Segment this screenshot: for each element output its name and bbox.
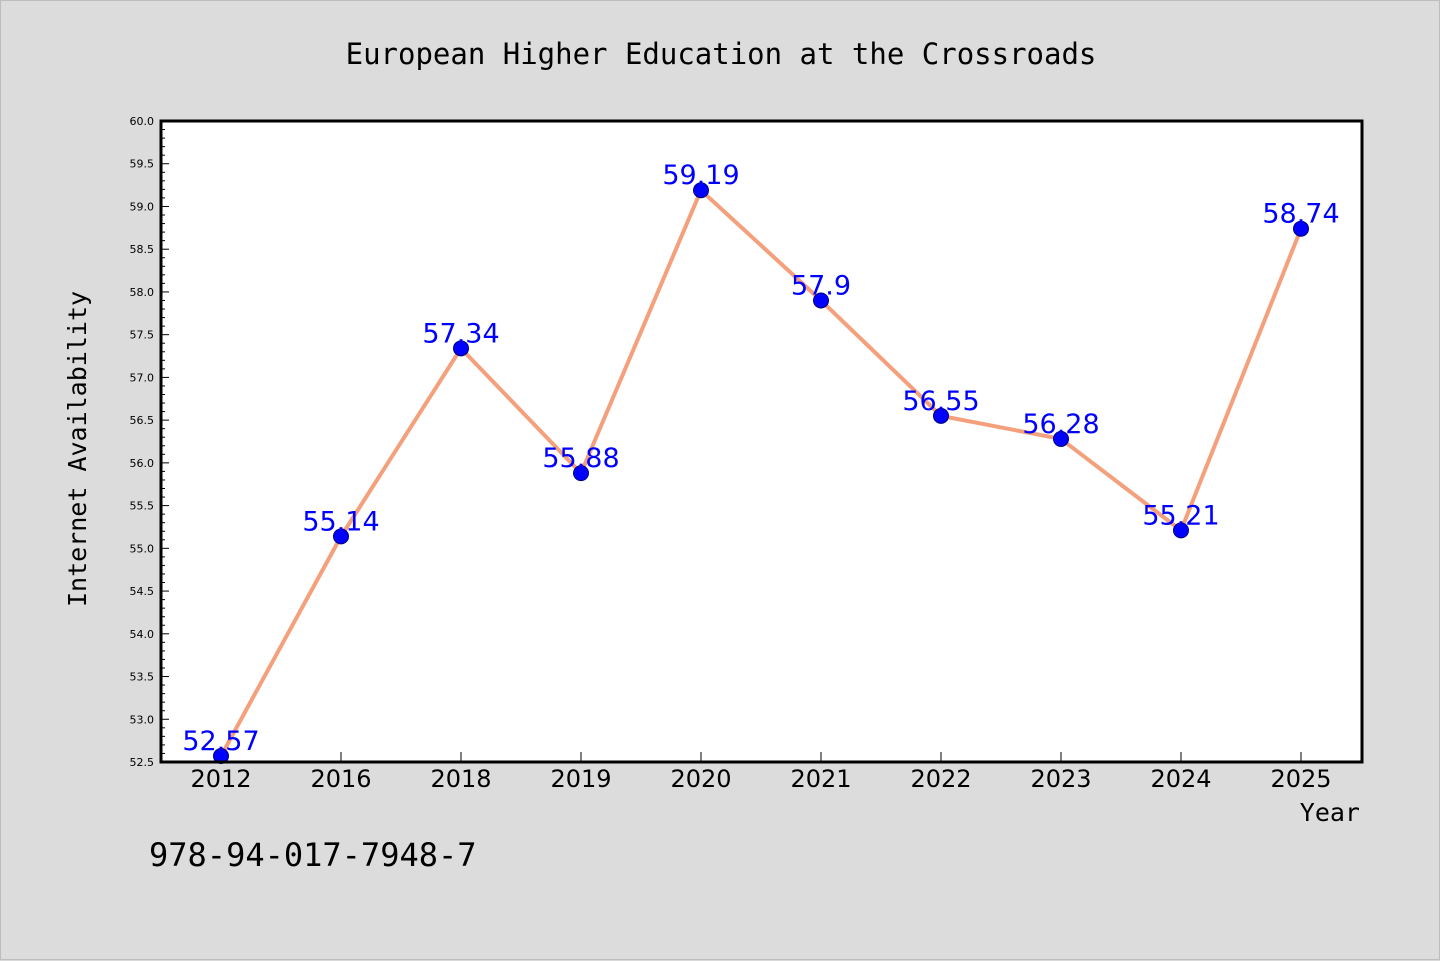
data-markers: [213, 182, 1309, 765]
y-tick-label: 59.0: [130, 200, 155, 213]
footer-text: 978-94-017-7948-7: [149, 836, 477, 874]
data-point: [453, 340, 469, 357]
data-point: [1053, 430, 1069, 447]
y-tick-label: 58.5: [130, 243, 155, 256]
x-tick-label: 2025: [1270, 765, 1331, 793]
x-tick-label: 2020: [670, 765, 731, 793]
y-tick-label: 54.5: [130, 585, 155, 598]
y-axis-label: Internet Availability: [63, 291, 92, 607]
data-label: 58.74: [1262, 199, 1339, 230]
data-label: 57.34: [422, 318, 499, 349]
y-tick-label: 60.0: [130, 115, 155, 128]
y-tick-label: 57.5: [130, 329, 155, 342]
y-tick-label: 53.5: [130, 671, 155, 684]
x-axis-label: Year: [1300, 798, 1360, 827]
y-tick-label: 52.5: [130, 756, 155, 769]
data-point: [693, 182, 709, 199]
data-point: [933, 407, 949, 424]
y-tick-label: 57.0: [130, 371, 155, 384]
data-point: [813, 292, 829, 309]
data-label: 55.14: [302, 506, 379, 537]
data-point: [1173, 522, 1189, 539]
series-line: [219, 188, 1303, 757]
data-label: 55.21: [1142, 500, 1219, 531]
data-point: [1293, 220, 1309, 237]
y-tick-label: 58.0: [130, 286, 155, 299]
data-label: 59.19: [662, 160, 739, 191]
x-tick-label: 2022: [910, 765, 971, 793]
data-point: [573, 465, 589, 482]
x-tick-label: 2012: [190, 765, 251, 793]
y-tick-label: 55.5: [130, 500, 155, 513]
x-tick-label: 2018: [430, 765, 491, 793]
data-label: 56.55: [902, 386, 979, 417]
data-label: 52.57: [182, 726, 259, 757]
data-label: 57.9: [791, 270, 851, 301]
y-tick-label: 59.5: [130, 158, 155, 171]
x-tick-label: 2016: [310, 765, 371, 793]
data-label: 56.28: [1022, 409, 1099, 440]
chart-title: European Higher Education at the Crossro…: [346, 37, 1097, 71]
data-labels: 52.57 55.14 57.34 55.88 59.19 57.9 56.55 56.28 5…: [182, 160, 1339, 757]
x-tick-label: 2021: [790, 765, 851, 793]
plot-area: [161, 121, 1362, 762]
plot-frame: [159, 119, 1364, 764]
x-tick-label: 2024: [1150, 765, 1211, 793]
y-tick-label: 55.0: [130, 542, 155, 555]
y-tick-label: 53.0: [130, 713, 155, 726]
x-tick-label: 2023: [1030, 765, 1091, 793]
x-axis: 2012 2016 2018 2019 2020 2021 2022 2023 2024 2025: [190, 752, 1332, 793]
data-label: 55.88: [542, 443, 619, 474]
y-tick-label: 54.0: [130, 628, 155, 641]
y-tick-label: 56.0: [130, 457, 155, 470]
y-tick-label: 56.5: [130, 414, 155, 427]
y-axis: 52.5 53.0 53.5 54.0 54.5 55.0 55.5 56.0 56.5 57.0…: [130, 115, 169, 769]
data-point: [213, 748, 229, 765]
data-point: [333, 528, 349, 545]
x-tick-label: 2019: [550, 765, 611, 793]
